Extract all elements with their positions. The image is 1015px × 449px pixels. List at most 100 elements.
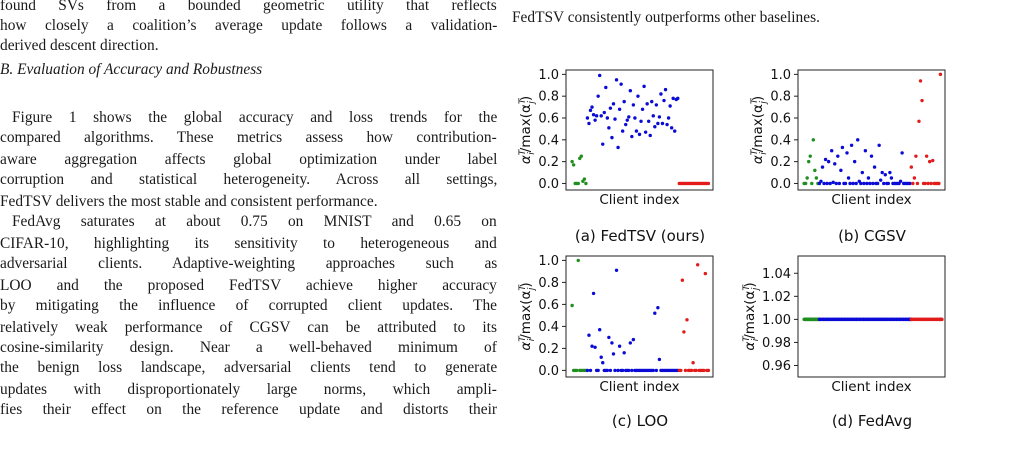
- data-point-blue: [617, 107, 622, 111]
- data-point-blue: [636, 94, 640, 98]
- y-axis-label-part: T: [518, 97, 528, 104]
- data-point-red: [937, 181, 941, 186]
- y-tick-label: 0.4: [538, 133, 559, 148]
- data-point-blue: [875, 181, 880, 186]
- data-point-blue: [829, 149, 834, 153]
- y-axis-label-part: T: [742, 284, 752, 291]
- data-point-blue: [659, 92, 663, 96]
- y-axis-label-part: T: [742, 335, 752, 342]
- data-point-red: [911, 181, 915, 186]
- data-point-green: [576, 181, 580, 186]
- data-point-blue: [585, 116, 590, 120]
- data-point-blue: [860, 170, 865, 175]
- y-axis-label-part: /max(α: [742, 291, 758, 339]
- data-point-blue: [673, 129, 677, 133]
- y-tick-label: 0.2: [538, 342, 559, 357]
- data-point-blue: [607, 126, 611, 130]
- subfigure-caption: (b) CGSV: [838, 227, 907, 245]
- data-point-blue: [590, 344, 594, 348]
- data-point-blue: [613, 117, 617, 121]
- data-point-blue: [617, 344, 622, 348]
- y-axis-label-part: α: [518, 342, 534, 351]
- x-axis-label: Client index: [599, 379, 679, 395]
- y-axis-label-part: ): [750, 96, 766, 101]
- subfigure-caption: (d) FedAvg: [832, 412, 912, 430]
- y-axis-label-part: ): [518, 282, 534, 287]
- y-tick-label: 1.0: [770, 68, 791, 83]
- y-axis-label-part: i: [759, 152, 769, 155]
- data-point-blue: [882, 181, 886, 186]
- data-point-blue: [871, 181, 875, 186]
- data-point-green: [811, 138, 816, 142]
- data-point-blue: [587, 121, 591, 126]
- data-point-blue: [851, 181, 855, 186]
- data-point-blue: [866, 176, 871, 180]
- data-point-blue: [639, 119, 643, 123]
- data-point-blue: [651, 114, 655, 118]
- data-point-blue: [669, 126, 674, 130]
- body-text-line: aware aggregation affects global optimiz…: [0, 151, 498, 168]
- data-point-blue: [837, 181, 842, 186]
- data-point-blue: [840, 145, 845, 150]
- data-point-blue: [671, 96, 675, 101]
- data-point-blue: [663, 87, 668, 92]
- y-tick-label: 0.8: [538, 276, 559, 291]
- data-point-blue: [601, 142, 605, 146]
- data-point-blue: [834, 181, 838, 186]
- data-point-red: [683, 368, 688, 373]
- data-point-blue: [822, 181, 826, 186]
- data-point-blue: [662, 98, 666, 103]
- data-point-red: [706, 368, 711, 373]
- data-point-blue: [627, 368, 631, 373]
- data-point-blue: [634, 129, 639, 133]
- data-point-blue: [599, 114, 603, 118]
- y-axis-label-part: j: [759, 101, 769, 106]
- body-text-line: derived descent direction.: [0, 37, 159, 54]
- data-point-red: [924, 154, 929, 158]
- data-point-red: [703, 271, 708, 276]
- data-point-blue: [601, 361, 605, 365]
- body-text-line: how closely a coalition’s average update…: [0, 17, 498, 34]
- data-point-green: [813, 168, 817, 173]
- data-point-blue: [863, 149, 868, 153]
- data-point-blue: [605, 116, 610, 120]
- data-point-blue: [826, 159, 831, 164]
- body-text-line: compared algorithms. These metrics asses…: [0, 129, 497, 146]
- y-tick-label: 0.4: [770, 133, 791, 148]
- data-point-blue: [619, 82, 623, 86]
- data-point-blue: [605, 368, 610, 373]
- data-point-red: [685, 318, 689, 322]
- body-text-line: Figure 1 shows the global accuracy and l…: [12, 109, 498, 126]
- y-axis-label-part: ): [742, 282, 758, 287]
- intro-line: FedTSV consistently outperforms other ba…: [512, 9, 820, 26]
- data-point-blue: [654, 103, 659, 107]
- data-point-red: [927, 159, 932, 164]
- subfigure-caption: (c) LOO: [612, 412, 668, 430]
- data-point-blue: [591, 291, 596, 296]
- data-point-blue: [836, 154, 840, 158]
- body-text-line: relatively weak performance of CGSV can …: [0, 319, 497, 336]
- body-text-line: corruption and statistical heterogeneity…: [0, 171, 498, 188]
- data-point-blue: [888, 170, 892, 175]
- data-point-blue: [607, 335, 611, 340]
- data-point-green: [810, 181, 814, 186]
- data-point-blue: [660, 121, 665, 126]
- data-point-blue: [585, 368, 590, 373]
- data-point-red: [940, 317, 944, 322]
- data-point-blue: [631, 337, 636, 342]
- data-point-blue: [604, 85, 608, 90]
- y-tick-label: 0.98: [762, 336, 791, 351]
- data-point-blue: [596, 368, 600, 373]
- data-point-blue: [614, 268, 619, 272]
- y-tick-label: 0.0: [770, 177, 791, 192]
- data-point-red: [923, 181, 927, 186]
- body-text-line: adversarial clients. Adaptive-weighting …: [0, 255, 498, 272]
- data-point-blue: [859, 181, 863, 186]
- data-point-blue: [622, 351, 626, 355]
- data-point-blue: [624, 122, 628, 127]
- data-point-blue: [883, 173, 887, 177]
- data-point-blue: [898, 179, 903, 183]
- data-point-green: [584, 181, 588, 186]
- body-text-line: the benign loss landscape, adversarial c…: [0, 359, 498, 376]
- data-point-blue: [862, 181, 866, 186]
